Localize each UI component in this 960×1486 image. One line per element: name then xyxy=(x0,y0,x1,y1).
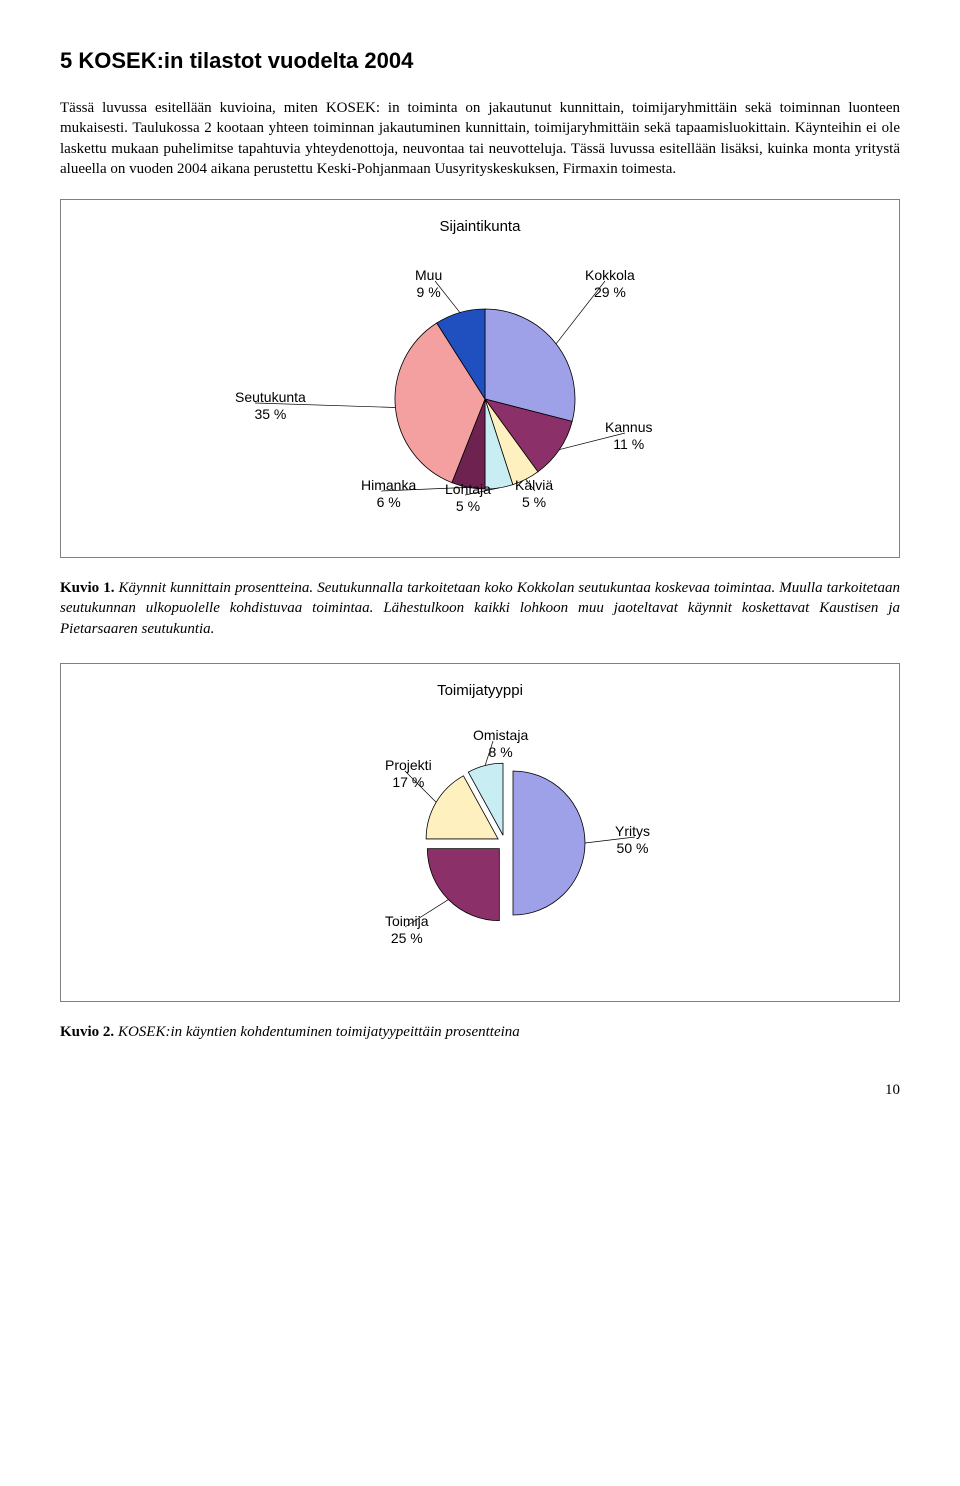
pie-slice-label: Projekti17 % xyxy=(385,757,432,791)
caption1-text: Käynnit kunnittain prosentteina. Seutuku… xyxy=(60,580,900,637)
chart1-title: Sijaintikunta xyxy=(85,218,875,235)
pie-slice xyxy=(513,771,585,915)
chart1-pie-area: Kokkola29 % Kannus11 % Kälviä5 % Lohtaja5 %… xyxy=(85,249,875,529)
pie-slice-label: Kälviä5 % xyxy=(515,477,553,511)
pie-slice-label: Toimija25 % xyxy=(385,913,429,947)
chart2-title: Toimijatyyppi xyxy=(85,682,875,699)
chart-toimijatyyppi: Toimijatyyppi Yritys50 % Toimija25 % Proje… xyxy=(60,663,900,1002)
pie-slice-label: Kokkola29 % xyxy=(585,267,635,301)
pie-slice-label: Muu9 % xyxy=(415,267,442,301)
pie-slice-label: Yritys50 % xyxy=(615,823,650,857)
page-number: 10 xyxy=(60,1082,900,1099)
chart-sijaintikunta: Sijaintikunta Kokkola29 % Kannus11 % Kälvi… xyxy=(60,199,900,558)
caption-1: Kuvio 1. Käynnit kunnittain prosentteina… xyxy=(60,578,900,639)
page-heading: 5 KOSEK:in tilastot vuodelta 2004 xyxy=(60,48,900,74)
caption1-label: Kuvio 1. xyxy=(60,580,114,596)
intro-paragraph: Tässä luvussa esitellään kuvioina, miten… xyxy=(60,98,900,179)
chart2-pie-area: Yritys50 % Toimija25 % Projekti17 % Omistaj… xyxy=(85,713,875,973)
pie-slice-label: Lohtaja5 % xyxy=(445,481,491,515)
pie-slice-label: Kannus11 % xyxy=(605,419,652,453)
caption2-label: Kuvio 2. xyxy=(60,1024,114,1040)
pie-slice-label: Himanka6 % xyxy=(361,477,416,511)
caption-2: Kuvio 2. KOSEK:in käyntien kohdentuminen… xyxy=(60,1022,900,1042)
caption2-text: KOSEK:in käyntien kohdentuminen toimijat… xyxy=(114,1024,520,1040)
pie-slice-label: Omistaja8 % xyxy=(473,727,528,761)
pie-slice-label: Seutukunta35 % xyxy=(235,389,306,423)
pie-slice xyxy=(427,848,499,920)
